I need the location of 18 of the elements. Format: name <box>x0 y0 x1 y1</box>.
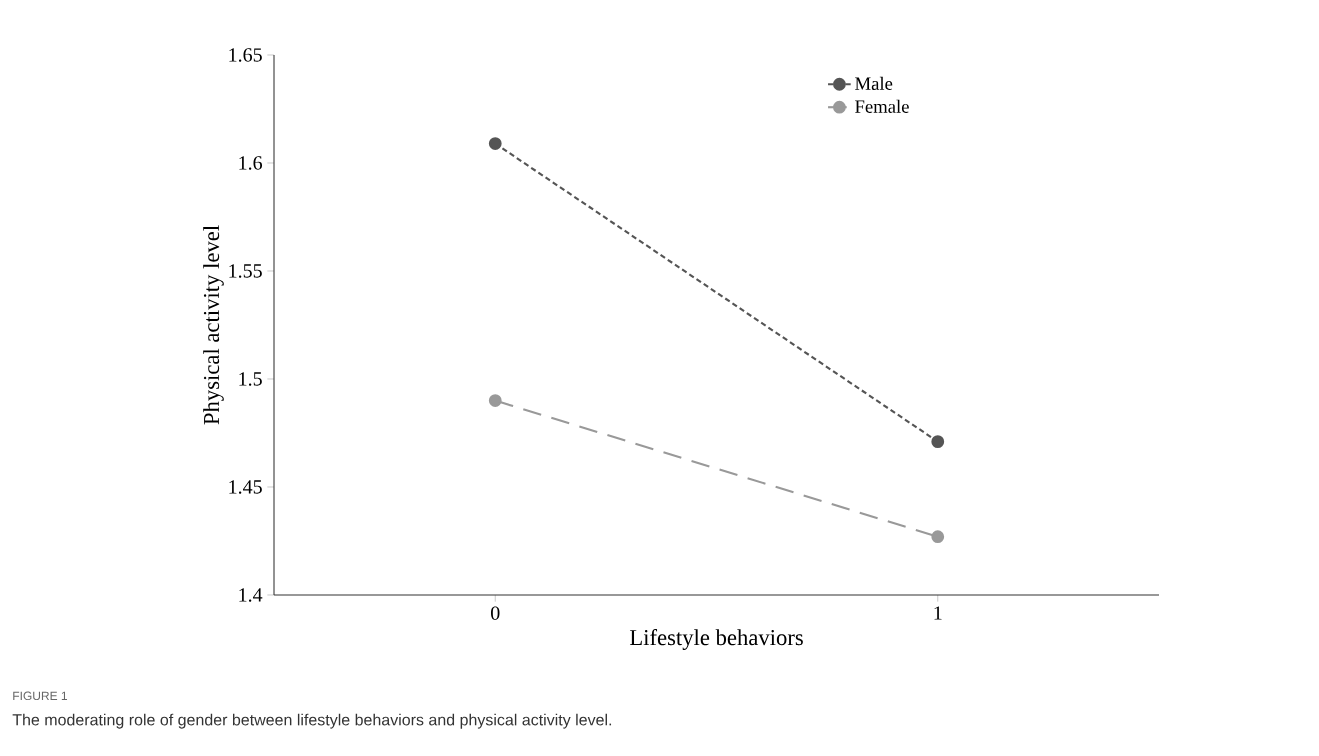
x-tick-label: 0 <box>491 606 500 620</box>
y-axis-title: Physical activity level <box>203 225 224 425</box>
y-tick-label: 1.65 <box>229 48 262 62</box>
y-tick-label: 1.45 <box>229 480 262 494</box>
text: The moderating role of gender between lifestyle behaviors and physical activity level. <box>12 713 612 729</box>
x-tick-label: 1 <box>934 606 942 620</box>
y-tick-label: 1.6 <box>239 156 263 170</box>
point <box>931 435 945 449</box>
legend-label: Female <box>855 99 909 113</box>
point <box>488 137 502 150</box>
x-axis-title: Lifestyle behaviors <box>629 629 803 650</box>
point <box>931 530 945 544</box>
y-tick-label: 1.4 <box>239 588 263 602</box>
caption: FIGURE 1 <box>13 691 68 701</box>
legend-label: Male <box>855 76 893 90</box>
point <box>488 394 502 407</box>
y-tick-label: 1.5 <box>239 372 262 386</box>
y-tick-label: 1.55 <box>229 264 262 278</box>
